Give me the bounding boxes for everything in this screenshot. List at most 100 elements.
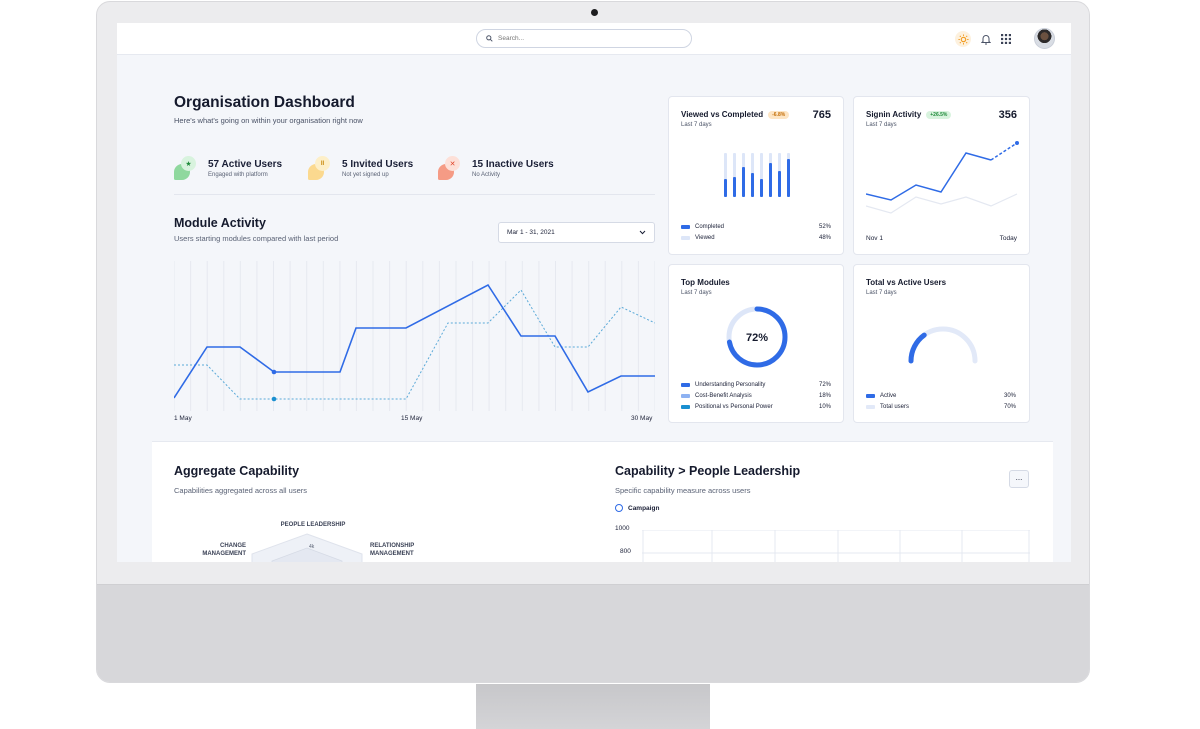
legend-positional-power: Positional vs Personal Power 10% [681, 404, 831, 410]
legend-value: 52% [818, 224, 831, 230]
divider [174, 194, 655, 195]
module-activity-subtitle: Users starting modules compared with las… [174, 234, 339, 243]
chart-gridlines [174, 261, 655, 411]
card-title: Viewed vs Completed [681, 110, 764, 119]
module-activity-title: Module Activity [174, 216, 266, 230]
legend-label: Completed [695, 224, 725, 230]
signin-line-chart [866, 141, 1019, 214]
legend-label: Cost-Benefit Analysis [695, 393, 752, 399]
top-bar [117, 23, 1071, 55]
legend-label: Total users [880, 404, 910, 410]
search-input[interactable] [498, 35, 668, 42]
stat-subtitle: No Activity [472, 172, 501, 178]
stat-invited-users[interactable]: II 5 Invited Users Not yet signed up [308, 156, 413, 182]
aggregate-capability-subtitle: Capabilities aggregated across all users [174, 486, 307, 495]
close-icon: ✕ [438, 156, 464, 182]
legend-label: Campaign [628, 504, 660, 512]
circle-icon [615, 504, 623, 512]
user-avatar[interactable] [1034, 28, 1055, 49]
legend-label: Positional vs Personal Power [695, 404, 773, 410]
legend-cost-benefit: Cost-Benefit Analysis 18% [681, 393, 831, 399]
legend-value: 30% [1003, 393, 1016, 399]
y-tick: 1000 [615, 525, 630, 532]
people-leadership-chart [642, 530, 1030, 562]
page-subtitle: Here's what's going on within your organ… [174, 116, 363, 125]
legend-understanding-personality: Understanding Personality 72% [681, 382, 831, 388]
stat-subtitle: Not yet signed up [342, 172, 389, 178]
viewed-completed-bars [724, 153, 790, 197]
monitor-stand [476, 684, 710, 729]
stat-active-users[interactable]: ★ 57 Active Users Engaged with platform [174, 156, 282, 182]
card-period: Last 7 days [681, 290, 712, 296]
legend-label: Active [880, 393, 897, 399]
current-period-line [174, 283, 655, 399]
capability-panel: Aggregate Capability Capabilities aggreg… [152, 441, 1053, 562]
top-modules-card[interactable]: Top Modules Last 7 days 72% Understandin… [668, 264, 844, 423]
card-title: Top Modules [681, 278, 730, 287]
signin-activity-card[interactable]: Signin Activity +26.5% Last 7 days 356 No… [853, 96, 1030, 255]
top-modules-donut: 72% [726, 306, 788, 368]
legend-label: Understanding Personality [695, 382, 766, 388]
date-range-select[interactable]: Mar 1 - 31, 2021 [498, 222, 655, 243]
card-title-row: Viewed vs Completed -6.8% [681, 110, 790, 119]
legend-value: 18% [818, 393, 831, 399]
search-box[interactable] [476, 29, 692, 48]
chevron-down-icon [639, 230, 646, 235]
total-vs-active-card[interactable]: Total vs Active Users Last 7 days Active… [853, 264, 1030, 423]
x-axis-label: 30 May [631, 415, 653, 422]
bell-icon[interactable] [978, 31, 994, 47]
card-period: Last 7 days [866, 122, 897, 128]
radar-label-line: MANAGEMENT [202, 551, 246, 557]
legend-active: Active 30% [866, 393, 1016, 399]
card-period: Last 7 days [681, 122, 712, 128]
radar-label-top: PEOPLE LEADERSHIP [280, 522, 346, 528]
stat-subtitle: Engaged with platform [208, 172, 268, 178]
search-icon [486, 35, 493, 42]
stat-title: 15 Inactive Users [472, 159, 554, 170]
screen: Organisation Dashboard Here's what's goi… [117, 23, 1071, 562]
pause-icon: II [308, 156, 334, 182]
radar-label-line: MANAGEMENT [370, 551, 414, 557]
monitor-chin [97, 584, 1089, 682]
module-activity-chart [174, 261, 655, 411]
stat-title: 5 Invited Users [342, 159, 414, 170]
grid-icon[interactable] [998, 31, 1014, 47]
y-tick: 800 [620, 548, 631, 555]
camera-dot [591, 9, 598, 16]
chart-point [271, 369, 277, 375]
page-title: Organisation Dashboard [174, 94, 355, 111]
monitor-frame: Organisation Dashboard Here's what's goi… [96, 1, 1090, 683]
sun-icon[interactable] [955, 31, 971, 47]
date-range-value: Mar 1 - 31, 2021 [507, 229, 555, 236]
viewed-vs-completed-card[interactable]: Viewed vs Completed -6.8% Last 7 days 765… [668, 96, 844, 255]
x-axis-end: Today [999, 235, 1017, 242]
star-icon: ★ [174, 156, 200, 182]
campaign-legend[interactable]: Campaign [615, 504, 659, 512]
legend-value: 10% [818, 404, 831, 410]
legend-value: 48% [818, 235, 831, 241]
legend-total-users: Total users 70% [866, 404, 1016, 410]
stat-inactive-users[interactable]: ✕ 15 Inactive Users No Activity [438, 156, 554, 182]
aggregate-capability-title: Aggregate Capability [174, 464, 300, 478]
card-title-row: Signin Activity +26.5% [866, 110, 952, 119]
card-title: Signin Activity [866, 110, 922, 119]
legend-viewed: Viewed 48% [681, 235, 831, 241]
people-leadership-subtitle: Specific capability measure across users [615, 486, 751, 495]
legend-completed: Completed 52% [681, 224, 831, 230]
legend-value: 72% [818, 382, 831, 388]
card-value: 356 [998, 109, 1017, 121]
change-badge: +26.5% [926, 111, 952, 119]
x-axis-label: 1 May [174, 415, 192, 422]
radar-label-relationship: RELATIONSHIP MANAGEMENT [370, 542, 430, 558]
more-options-button[interactable]: ... [1009, 470, 1029, 488]
radar-label-line: RELATIONSHIP [370, 543, 415, 549]
total-active-gauge [908, 326, 978, 364]
radar-chart: 4k [251, 533, 363, 562]
change-badge: -6.8% [768, 111, 790, 119]
chart-point [271, 396, 277, 402]
card-title: Total vs Active Users [866, 278, 947, 287]
radar-tick: 4k [309, 544, 315, 550]
card-period: Last 7 days [866, 290, 897, 296]
x-axis-start: Nov 1 [866, 235, 883, 242]
legend-value: 70% [1003, 404, 1016, 410]
